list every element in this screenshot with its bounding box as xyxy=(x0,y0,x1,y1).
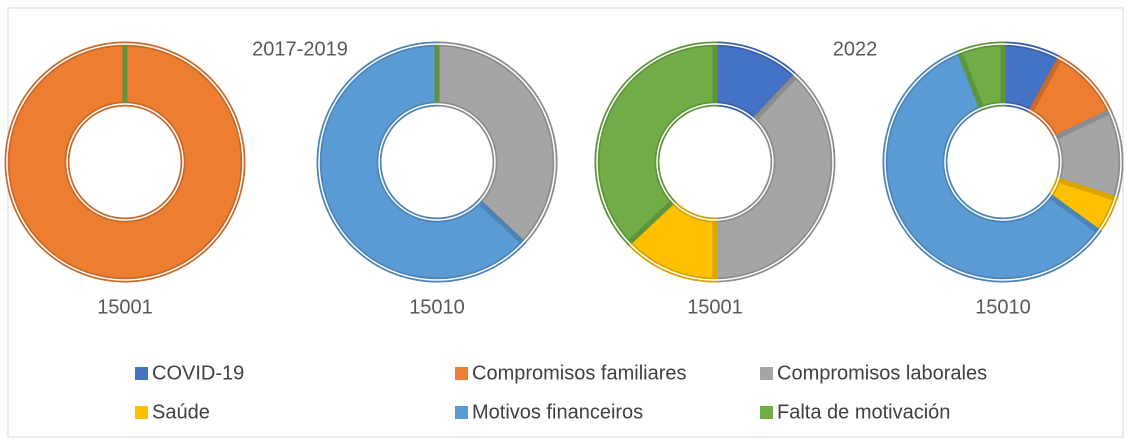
legend-label: Falta de motivación xyxy=(777,401,950,423)
legend-label: Compromisos familiares xyxy=(472,362,687,384)
legend-swatch xyxy=(135,367,148,380)
legend-label: COVID-19 xyxy=(152,362,244,384)
donut-gap xyxy=(596,43,834,281)
group-title: 2022 xyxy=(833,38,878,60)
donut-label: 15001 xyxy=(97,296,153,318)
donut-label: 15001 xyxy=(687,296,743,318)
donut-label: 15010 xyxy=(409,296,465,318)
legend-label: Motivos financeiros xyxy=(472,401,643,423)
legend-swatch xyxy=(760,406,773,419)
donut-gap xyxy=(6,43,244,281)
legend-swatch xyxy=(135,406,148,419)
legend-swatch xyxy=(455,367,468,380)
legend-swatch xyxy=(760,367,773,380)
legend-swatch xyxy=(455,406,468,419)
group-title: 2017-2019 xyxy=(252,38,348,60)
legend-label: Compromisos laborales xyxy=(777,362,987,384)
donut-label: 15010 xyxy=(975,296,1031,318)
donut-gap xyxy=(318,43,556,281)
donut-gap xyxy=(884,43,1122,281)
legend-label: Saúde xyxy=(152,401,210,423)
